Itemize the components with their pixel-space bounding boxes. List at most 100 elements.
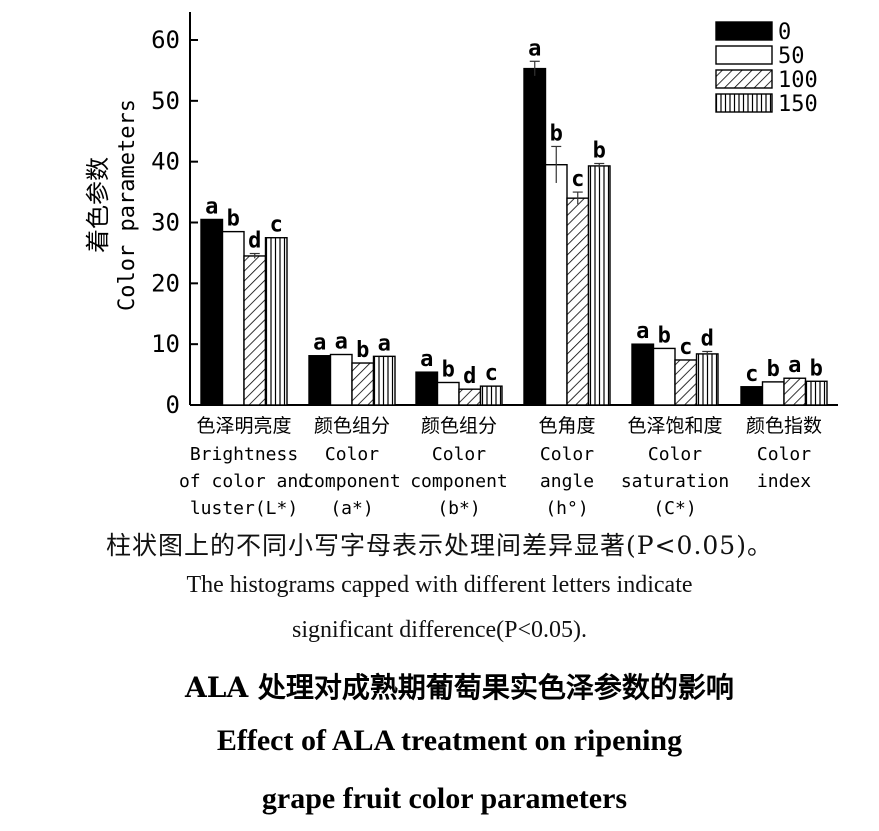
significance-letter: d xyxy=(463,364,476,389)
bar-100-1 xyxy=(243,255,267,406)
significance-letter: a xyxy=(420,347,433,372)
significance-letter: c xyxy=(270,213,283,238)
legend-label-150: 150 xyxy=(778,92,818,117)
caption-en-line1: The histograms capped with different let… xyxy=(186,572,693,598)
figure-title-cn: ALA 处理对成熟期葡萄果实色泽参数的影响 xyxy=(185,671,734,704)
category-label-en: (a*) xyxy=(330,498,373,519)
significance-letter: b xyxy=(767,357,780,382)
category-label-en: Color xyxy=(648,444,702,465)
category-label-cn: 颜色指数 xyxy=(746,415,822,437)
category-label-cn: 颜色组分 xyxy=(421,415,497,437)
legend-swatch-150 xyxy=(715,93,773,113)
caption-cn: 柱状图上的不同小写字母表示处理间差异显著(P<0.05)。 xyxy=(106,531,773,560)
bar-50-6 xyxy=(761,381,785,406)
figure-title-en-line1: Effect of ALA treatment on ripening xyxy=(216,724,683,757)
significance-letter: c xyxy=(485,361,498,386)
y-tick-label: 40 xyxy=(151,148,180,176)
bar-150-4 xyxy=(587,165,611,406)
bar-50-1 xyxy=(221,230,245,406)
category-label-en: of color and xyxy=(179,471,309,492)
y-tick-label: 60 xyxy=(151,26,180,54)
significance-letter: d xyxy=(701,326,714,351)
category-label-en: (C*) xyxy=(653,498,696,519)
y-tick-label: 30 xyxy=(151,209,180,237)
legend-label-50: 50 xyxy=(778,44,805,69)
category-label-cn: 颜色组分 xyxy=(314,415,390,437)
significance-letter: a xyxy=(636,319,649,344)
significance-letter: b xyxy=(658,323,671,348)
bar-0-4 xyxy=(523,67,547,406)
bar-0-1 xyxy=(200,218,224,406)
category-label-en: luster(L*) xyxy=(190,498,298,519)
y-tick-label: 50 xyxy=(151,87,180,115)
significance-letter: b xyxy=(810,356,823,381)
y-axis: 0 10 20 30 40 50 60 xyxy=(151,12,838,419)
category-label-en: component xyxy=(303,471,401,492)
significance-letter: a xyxy=(378,331,391,356)
significance-letter: b xyxy=(356,338,369,363)
significance-letter: c xyxy=(571,167,584,192)
significance-letter: b xyxy=(593,138,606,163)
y-axis-title: 着色参数 Color parameters xyxy=(84,99,140,311)
significance-letter: a xyxy=(335,330,348,355)
bar-150-6 xyxy=(804,380,828,406)
legend-swatch-50 xyxy=(715,45,773,65)
category-label-en: index xyxy=(757,471,811,492)
y-tick-label: 20 xyxy=(151,269,180,297)
bar-0-6 xyxy=(740,386,764,406)
bar-0-2 xyxy=(308,355,332,406)
y-tick-label: 0 xyxy=(166,391,180,419)
significance-letter: a xyxy=(205,194,218,219)
bar-0-3 xyxy=(415,371,439,406)
category-label-en: Color xyxy=(540,444,594,465)
significance-letter: a xyxy=(313,331,326,356)
category-label-cn: 色角度 xyxy=(538,415,595,437)
significance-letter: a xyxy=(528,36,541,61)
x-axis-labels: 色泽明亮度 Brightness of color and luster(L*) 颜色组… xyxy=(179,415,822,519)
legend-label-0: 0 xyxy=(778,20,791,45)
bar-150-2 xyxy=(372,355,396,406)
category-label-cn: 色泽饱和度 xyxy=(627,415,722,437)
category-label-en: angle xyxy=(540,471,594,492)
y-tick-label: 10 xyxy=(151,330,180,358)
significance-letter: c xyxy=(679,335,692,360)
bar-50-5 xyxy=(652,347,676,406)
category-label-en: Brightness xyxy=(190,444,298,465)
bar-100-3 xyxy=(458,388,482,406)
bar-100-6 xyxy=(783,377,807,406)
figure-title-en-line2: grape fruit color parameters xyxy=(261,782,628,815)
significance-letter: d xyxy=(248,229,261,254)
category-label-en: Color xyxy=(432,444,486,465)
bar-50-3 xyxy=(436,381,460,406)
category-label-en: Color xyxy=(757,444,811,465)
category-label-en: (h°) xyxy=(545,498,588,519)
bar-100-5 xyxy=(674,359,698,406)
category-label-en: (b*) xyxy=(437,498,480,519)
significance-letter: b xyxy=(442,357,455,382)
legend-label-100: 100 xyxy=(778,68,818,93)
legend-swatch-100 xyxy=(715,69,773,89)
significance-letter: b xyxy=(227,207,240,232)
legend-swatch-0 xyxy=(715,21,773,41)
bar-150-1 xyxy=(264,237,288,406)
bar-150-5 xyxy=(695,353,719,406)
y-axis-title-cn: 着色参数 xyxy=(84,157,112,253)
category-label-cn: 色泽明亮度 xyxy=(196,415,291,437)
bar-100-4 xyxy=(566,197,590,406)
bar-50-2 xyxy=(329,353,353,406)
category-label-en: component xyxy=(410,471,508,492)
category-label-en: Color xyxy=(325,444,379,465)
bar-0-5 xyxy=(631,343,655,406)
significance-letter: b xyxy=(550,121,563,146)
significance-letter: a xyxy=(788,353,801,378)
category-label-en: saturation xyxy=(621,471,729,492)
bar-150-3 xyxy=(479,385,503,406)
bar-50-4 xyxy=(544,164,568,406)
caption-en-line2: significant difference(P<0.05). xyxy=(292,617,587,643)
significance-letter: c xyxy=(745,362,758,387)
y-axis-title-en: Color parameters xyxy=(115,99,140,311)
bar-100-2 xyxy=(351,362,375,406)
